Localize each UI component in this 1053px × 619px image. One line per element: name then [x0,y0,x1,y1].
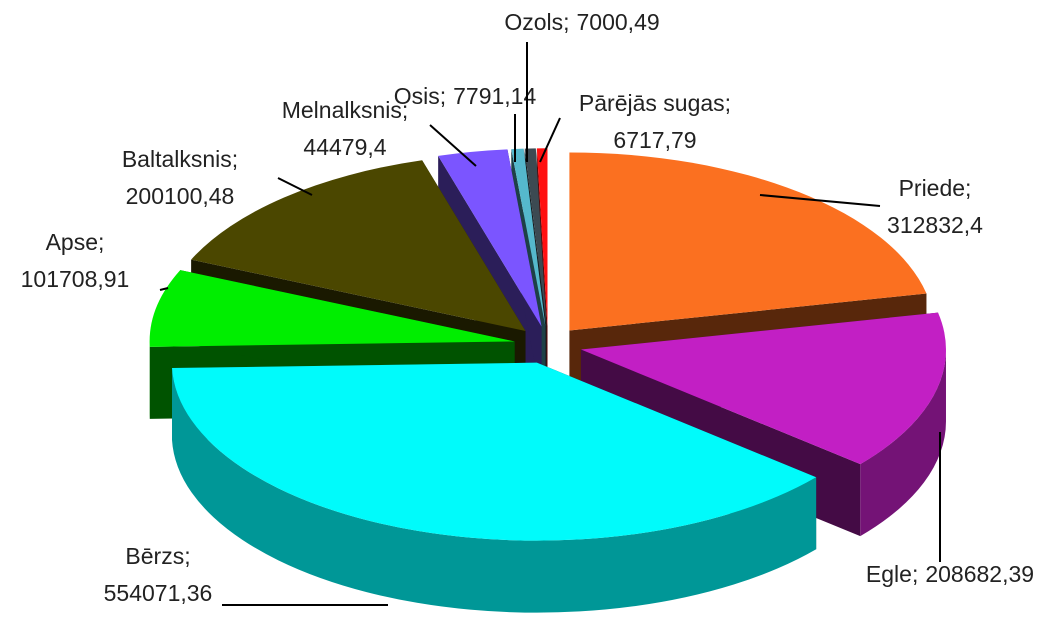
label-separator: ; [98,229,104,255]
label-separator: ; [232,146,238,172]
value-label: 7000,49 [577,9,660,35]
category-label: Egle [866,561,912,587]
category-label: Melnalksnis [282,97,402,123]
slice-side [860,349,946,537]
leader-line [159,287,169,291]
label-separator: ; [563,9,569,35]
leader-line [429,124,477,167]
value-label: 554071,36 [104,580,213,606]
slice-top [524,148,547,327]
data-label: Pārējās sugas; 6717,79 [579,90,731,153]
data-label: Egle; 208682,39 [866,561,1034,587]
slice [172,362,817,613]
value-label: 208682,39 [925,561,1034,587]
data-label: Apse; 101708,91 [21,229,130,292]
slice-top [580,312,946,465]
pie [149,148,946,613]
slice-top [536,148,548,327]
value-label: 6717,79 [613,127,696,153]
value-label: 200100,48 [126,183,235,209]
data-label: Osis; 7791,14 [394,83,537,109]
category-label: Baltalksnis [122,146,232,172]
label-separator: ; [440,83,446,109]
data-label: Baltalksnis; 200100,48 [122,146,238,209]
label-separator: ; [965,175,971,201]
label-separator: ; [725,90,731,116]
data-label: Melnalksnis; 44479,4 [282,97,409,160]
leader-line [277,177,313,196]
value-label: 7791,14 [453,83,536,109]
category-label: Priede [899,175,965,201]
category-label: Bērzs [125,543,184,569]
slice-side [172,368,817,613]
category-label: Osis [394,83,440,109]
value-label: 312832,4 [887,212,983,238]
slice-top [191,160,526,331]
slice-top [438,149,542,327]
slice-top [149,270,515,347]
category-label: Pārējās sugas [579,90,725,116]
label-separator: ; [402,97,408,123]
leader-line [539,117,561,163]
label-separator: ; [912,561,918,587]
data-label: Priede; 312832,4 [887,175,983,238]
slice-top [172,362,817,541]
labels: Priede; 312832,4 Egle; 208682,39 Bērzs; 55407… [21,9,1034,606]
value-label: 101708,91 [21,266,130,292]
leader-line [759,194,881,207]
category-label: Apse [46,229,98,255]
value-label: 44479,4 [303,134,386,160]
data-label: Ozols; 7000,49 [504,9,659,35]
label-separator: ; [184,543,190,569]
slice-top [511,148,546,327]
data-label: Bērzs; 554071,36 [104,543,213,606]
category-label: Ozols [504,9,563,35]
slice-top [569,152,927,331]
